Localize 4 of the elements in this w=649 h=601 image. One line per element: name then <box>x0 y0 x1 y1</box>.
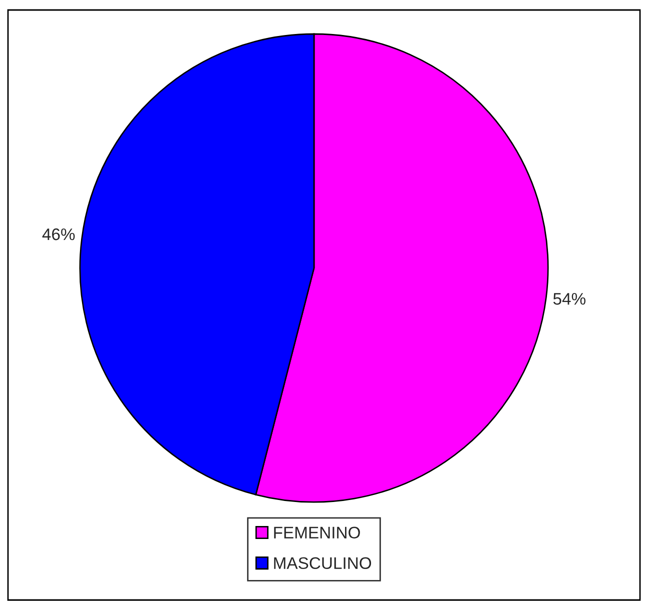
data-label: 54% <box>553 293 586 305</box>
legend-label: FEMENINO <box>274 526 360 539</box>
legend-label: MASCULINO <box>274 557 372 570</box>
data-label: 46% <box>42 228 75 240</box>
